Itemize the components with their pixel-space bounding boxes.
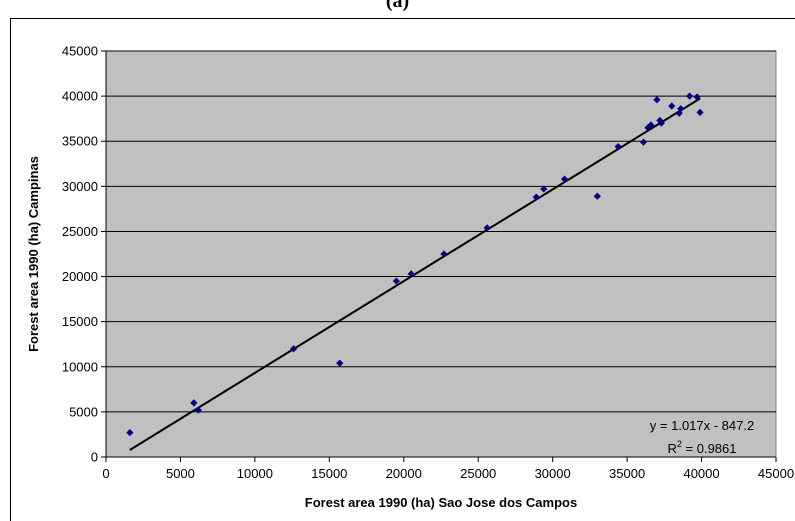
data-point (392, 277, 400, 285)
r-squared-superscript: 2 (677, 439, 682, 449)
y-tick-label: 20000 (62, 269, 98, 284)
data-point (657, 119, 665, 127)
data-point (693, 93, 701, 101)
y-tick-label: 45000 (62, 44, 98, 59)
x-tick-label: 30000 (535, 466, 571, 481)
data-point (483, 224, 491, 232)
x-tick-label: 45000 (758, 466, 794, 481)
x-axis-label: Forest area 1990 (ha) Sao Jose dos Campo… (305, 495, 577, 510)
figure-caption: (a) (385, 0, 410, 12)
x-tick-label: 10000 (237, 466, 273, 481)
data-point (540, 185, 548, 193)
y-axis: 0 5000 10000 15000 20000 25000 30000 35000 40000… (62, 44, 107, 465)
data-point (696, 108, 704, 116)
data-point (647, 121, 655, 129)
chart-frame (10, 18, 795, 521)
data-points (126, 92, 704, 437)
data-point (656, 116, 664, 125)
data-point (560, 175, 569, 183)
x-tick-label: 25000 (460, 466, 496, 481)
data-point (532, 193, 540, 201)
x-axis: 0 5000 10000 15000 20000 25000 30000 35000 40000… (102, 456, 794, 481)
y-tick-label: 5000 (69, 404, 98, 419)
data-point (190, 399, 198, 407)
data-point (194, 406, 202, 414)
gridlines (106, 50, 776, 413)
data-point (686, 92, 694, 100)
data-point (653, 96, 661, 104)
data-point (593, 192, 601, 200)
x-tick-label: 15000 (311, 466, 347, 481)
data-point (614, 143, 622, 151)
x-tick-label: 35000 (609, 466, 645, 481)
data-point (440, 250, 448, 258)
data-point (290, 345, 298, 353)
r-squared-value: = 0.9861 (682, 441, 737, 456)
trendline (129, 97, 701, 451)
trendline-group (129, 97, 701, 451)
data-point (407, 270, 415, 278)
data-point (126, 429, 134, 437)
y-axis-label: Forest area 1990 (ha) Campinas (26, 156, 41, 352)
data-point (336, 359, 344, 367)
y-tick-label: 35000 (62, 134, 98, 149)
trendline-equation: y = 1.017x - 847.2 (650, 418, 754, 433)
y-tick-label: 25000 (62, 224, 98, 239)
x-tick-label: 0 (102, 466, 109, 481)
x-tick-label: 20000 (386, 466, 422, 481)
data-point (677, 105, 685, 113)
y-tick-label: 10000 (62, 359, 98, 374)
y-tick-label: 0 (91, 450, 98, 465)
y-tick-label: 30000 (62, 179, 98, 194)
data-point (668, 102, 676, 110)
data-point (639, 138, 648, 146)
x-tick-label: 5000 (166, 466, 195, 481)
y-tick-label: 40000 (62, 89, 98, 104)
x-tick-label: 40000 (683, 466, 719, 481)
y-tick-label: 15000 (62, 314, 98, 329)
r-squared-letter: R (668, 441, 677, 456)
r-squared-label: R2 = 0.9861 (668, 439, 737, 456)
